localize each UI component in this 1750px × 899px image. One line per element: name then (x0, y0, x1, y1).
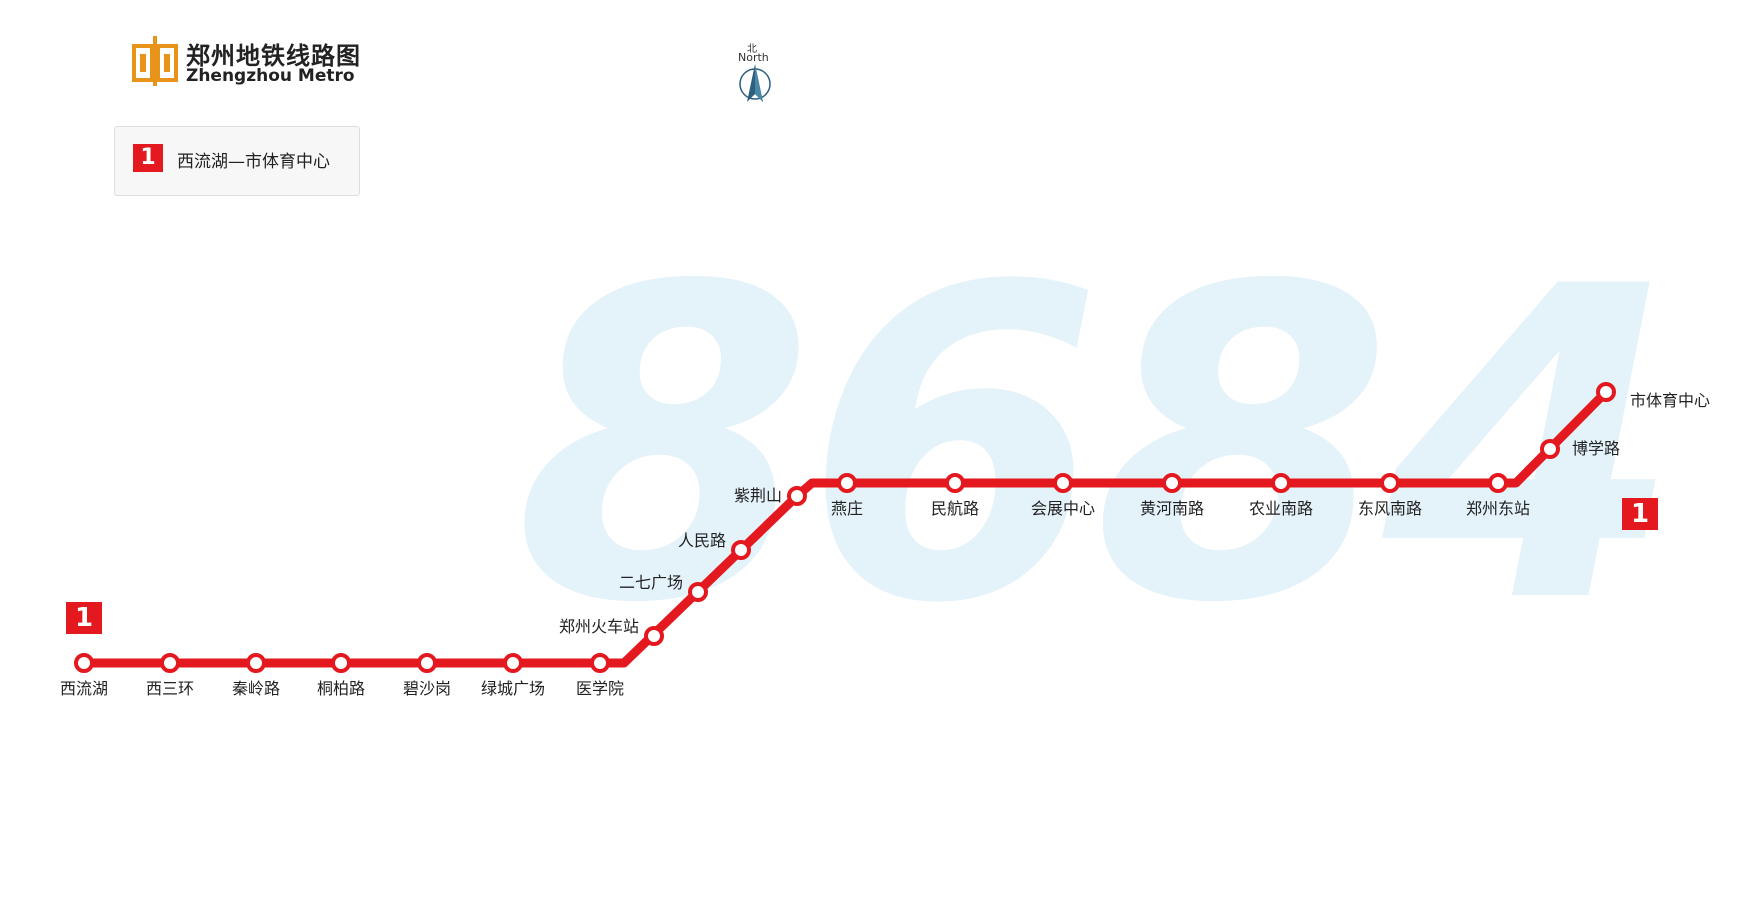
station-label[interactable]: 会展中心 (1031, 499, 1095, 518)
brand-title-en: Zhengzhou Metro (186, 66, 355, 86)
station-marker[interactable] (331, 653, 351, 673)
station-label[interactable]: 紫荆山 (734, 486, 782, 505)
station-marker[interactable] (1162, 473, 1182, 493)
station-label[interactable]: 医学院 (576, 679, 624, 698)
station-marker[interactable] (688, 582, 708, 602)
station-label[interactable]: 二七广场 (619, 573, 683, 592)
station-marker[interactable] (503, 653, 523, 673)
station-marker[interactable] (74, 653, 94, 673)
zhengzhou-metro-logo-icon (132, 36, 178, 86)
line-badge-west: 1 (66, 602, 102, 634)
station-marker[interactable] (1053, 473, 1073, 493)
station-marker[interactable] (1596, 382, 1616, 402)
station-label[interactable]: 农业南路 (1249, 499, 1313, 518)
station-marker[interactable] (731, 540, 751, 560)
station-label[interactable]: 博学路 (1572, 439, 1620, 458)
station-marker[interactable] (160, 653, 180, 673)
station-label[interactable]: 黄河南路 (1140, 499, 1204, 518)
station-label[interactable]: 人民路 (678, 531, 726, 550)
station-marker[interactable] (590, 653, 610, 673)
station-marker[interactable] (1271, 473, 1291, 493)
station-label[interactable]: 绿城广场 (481, 679, 545, 698)
station-label[interactable]: 燕庄 (831, 499, 863, 518)
watermark-8684: 8684 (515, 197, 1672, 697)
legend-line-badge: 1 (133, 144, 163, 172)
station-label[interactable]: 西流湖 (60, 679, 108, 698)
station-label[interactable]: 市体育中心 (1630, 391, 1710, 410)
station-label[interactable]: 西三环 (146, 679, 194, 698)
station-label[interactable]: 桐柏路 (317, 679, 365, 698)
station-label[interactable]: 民航路 (931, 499, 979, 518)
station-marker[interactable] (644, 626, 664, 646)
station-label[interactable]: 秦岭路 (232, 679, 280, 698)
station-label[interactable]: 碧沙岗 (403, 679, 451, 698)
line-legend[interactable]: 1 西流湖—市体育中心 (114, 126, 360, 196)
brand-title-cn: 郑州地铁线路图 (186, 42, 361, 70)
legend-route-text: 西流湖—市体育中心 (177, 152, 330, 172)
compass-label-cn: 北 (747, 44, 757, 55)
station-marker[interactable] (1540, 439, 1560, 459)
station-marker[interactable] (246, 653, 266, 673)
compass-label-en: North (738, 51, 769, 64)
line-badge-east: 1 (1622, 498, 1658, 530)
station-marker[interactable] (1380, 473, 1400, 493)
station-marker[interactable] (1488, 473, 1508, 493)
station-label[interactable]: 郑州火车站 (559, 617, 639, 636)
north-arrow-icon (739, 64, 771, 102)
station-marker[interactable] (787, 486, 807, 506)
station-label[interactable]: 东风南路 (1358, 499, 1422, 518)
station-marker[interactable] (417, 653, 437, 673)
station-marker[interactable] (945, 473, 965, 493)
station-marker[interactable] (837, 473, 857, 493)
station-label[interactable]: 郑州东站 (1466, 499, 1530, 518)
